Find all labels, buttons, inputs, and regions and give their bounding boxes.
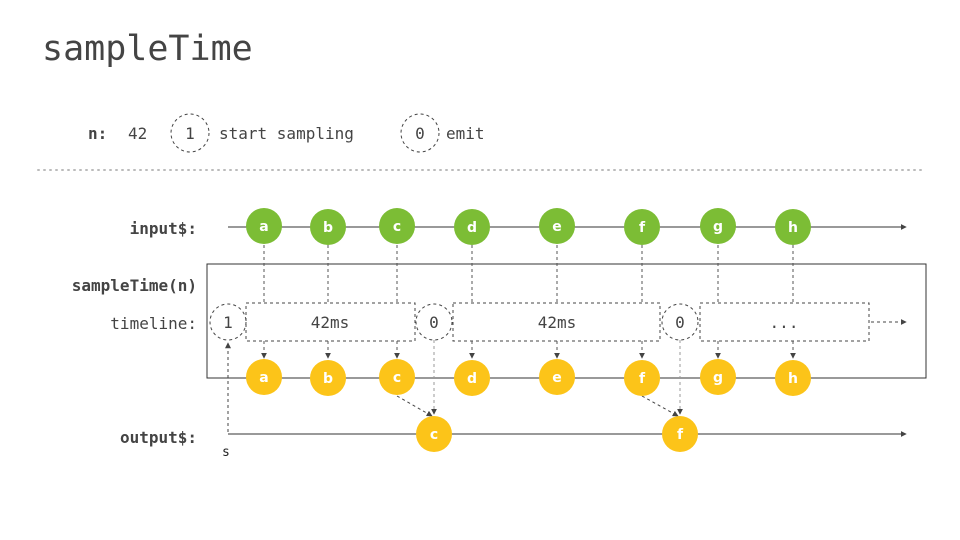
svg-text:e: e [552,219,562,235]
svg-text:b: b [323,220,333,236]
passed-marble-d: d [454,360,490,396]
svg-text:g: g [713,370,723,386]
passed-marble-a: a [246,359,282,395]
input-label: input$: [130,219,197,238]
timeline-segment-3-label: ... [770,313,799,332]
legend-start-symbol: 1 [185,124,195,143]
svg-text:a: a [259,370,268,386]
timeline-label: timeline: [110,314,197,333]
input-marble-e: e [539,208,575,244]
passed-marbles: a b c d e f g h [246,359,811,396]
passed-marble-c: c [379,359,415,395]
svg-text:c: c [393,219,401,235]
svg-text:f: f [639,220,646,236]
svg-text:c: c [393,370,401,386]
timeline-segment-1-label: 42ms [311,313,350,332]
svg-text:h: h [788,220,798,236]
timeline-start-marker [209,303,247,341]
input-marble-g: g [700,208,736,244]
timeline-emit-marker-2 [661,303,699,341]
subscribe-label: s [222,445,230,460]
input-marbles: a b c d e f g h [246,208,811,245]
output-label: output$: [120,428,197,447]
svg-text:d: d [467,371,477,387]
timeline-start-label: 1 [223,313,233,332]
input-drop-lines [263,245,794,303]
timeline-emit-2-label: 0 [675,313,685,332]
passed-drop-lines [261,341,796,359]
passed-marble-b: b [310,360,346,396]
legend-emit-symbol: 0 [415,124,425,143]
operator-label: sampleTime(n) [72,276,197,295]
passed-marble-e: e [539,359,575,395]
output-marble-c: c [416,416,452,452]
passed-marble-f: f [624,360,660,396]
input-marble-f: f [624,209,660,245]
legend-start-text: start sampling [219,124,354,143]
legend-start-circle [170,113,210,153]
timeline-segment-1 [245,302,416,342]
output-marble-f: f [662,416,698,452]
output-marbles: c f [416,416,698,452]
legend-emit-circle [400,113,440,153]
legend-n-label: n: [88,124,107,143]
svg-text:d: d [467,220,477,236]
passed-marble-h: h [775,360,811,396]
input-marble-d: d [454,209,490,245]
svg-text:h: h [788,371,798,387]
input-marble-h: h [775,209,811,245]
svg-text:c: c [430,427,438,443]
svg-text:g: g [713,219,723,235]
timeline-segment-2-label: 42ms [538,313,577,332]
input-marble-c: c [379,208,415,244]
svg-text:e: e [552,370,562,386]
svg-text:f: f [639,371,646,387]
legend-n-value: 42 [128,124,147,143]
input-marble-a: a [246,208,282,244]
timeline-emit-1-label: 0 [429,313,439,332]
legend-emit-text: emit [446,124,485,143]
svg-text:b: b [323,371,333,387]
page-title: sampleTime [42,29,253,69]
sample-arrow-f [641,395,679,417]
svg-text:f: f [677,427,684,443]
passed-marble-g: g [700,359,736,395]
sample-arrow-c [396,395,433,417]
timeline-segment-3 [699,302,870,342]
svg-text:a: a [259,219,268,235]
input-marble-b: b [310,209,346,245]
timeline-emit-marker-1 [415,303,453,341]
